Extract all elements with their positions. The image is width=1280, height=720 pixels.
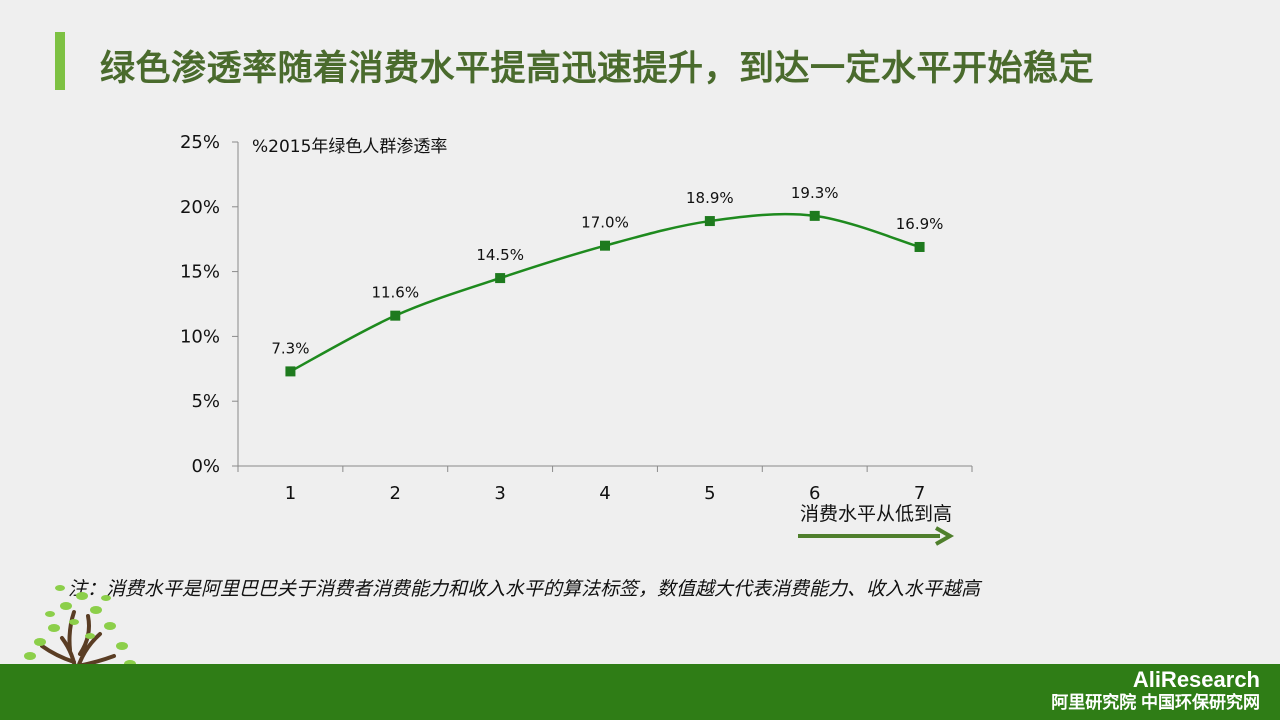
x-tick-label: 7 [914,483,925,504]
y-tick-label: 10% [180,326,220,347]
x-tick-label: 2 [390,483,401,504]
data-label: 17.0% [581,214,629,232]
x-tick-label: 1 [285,483,296,504]
data-label: 18.9% [686,189,734,207]
line-chart: 0% 5% 10% 15% 20% 25% 1 2 3 4 5 6 7 7.3% 11.6% 14.5% 17.… [180,132,973,546]
brand-name: AliResearch [1132,667,1260,692]
x-tick-label: 3 [494,483,505,504]
x-axis-arrow-head [935,526,955,546]
x-tick-label: 6 [809,483,820,504]
brand-subname: 阿里研究院 中国环保研究网 [1051,693,1260,712]
page-title: 绿色渗透率随着消费水平提高迅速提升，到达一定水平开始稳定 [100,49,1095,89]
y-tick-label: 5% [191,391,220,412]
y-tick-label: 20% [180,197,220,218]
data-label: 14.5% [476,246,524,264]
x-axis-title: 消费水平从低到高 [800,503,952,525]
footnote: 注：消费水平是阿里巴巴关于消费者消费能力和收入水平的算法标签，数值越大代表消费能… [68,578,981,600]
title-accent-bar [55,32,65,90]
x-tick-label: 4 [599,483,610,504]
y-tick-label: 0% [191,456,220,477]
data-point [809,210,820,221]
x-tick-label: 5 [704,483,715,504]
data-label: 19.3% [791,184,839,202]
footer-band [0,664,1280,720]
data-point [600,240,610,251]
data-point [495,273,506,284]
data-point [704,216,715,227]
data-point [285,366,296,377]
data-label: 7.3% [271,339,309,357]
data-point [390,310,401,321]
data-label: 11.6% [371,284,419,302]
data-point [914,241,925,252]
brand-logo: AliResearch 阿里研究院 中国环保研究网 [1051,668,1260,714]
data-label: 16.9% [896,215,944,233]
series-label: %2015年绿色人群渗透率 [252,137,447,157]
y-tick-label: 15% [180,262,220,283]
y-tick-label: 25% [180,132,220,153]
